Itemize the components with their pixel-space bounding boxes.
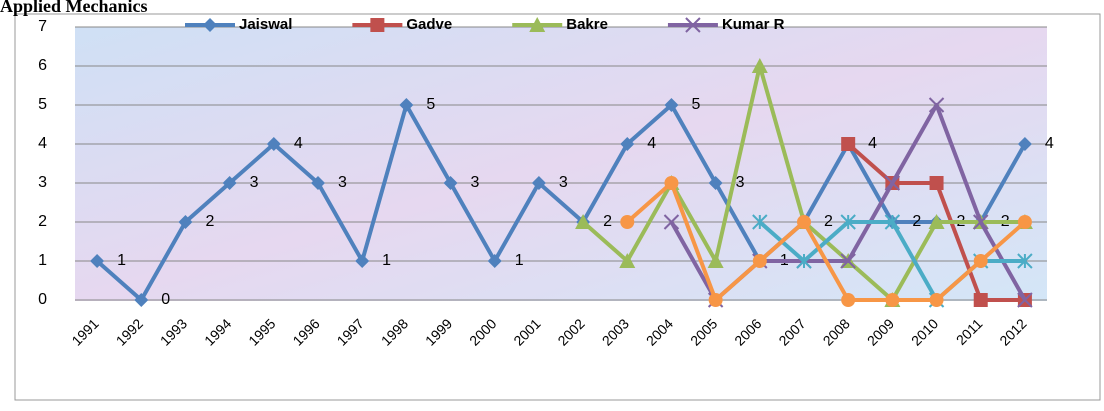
marker <box>752 254 767 268</box>
data-label: 5 <box>426 96 435 113</box>
marker <box>1017 215 1032 229</box>
data-label: 2 <box>912 213 921 230</box>
marker <box>928 214 945 229</box>
marker <box>443 176 458 190</box>
data-label: 3 <box>559 174 568 191</box>
marker <box>620 137 635 151</box>
y-tick-label: 3 <box>38 174 47 191</box>
data-label: 2 <box>603 213 612 230</box>
legend-marker <box>370 18 385 32</box>
y-tick-label: 2 <box>38 213 47 230</box>
data-label: 2 <box>824 213 833 230</box>
data-label: 0 <box>161 291 170 308</box>
y-tick-label: 5 <box>38 96 47 113</box>
marker <box>708 176 723 190</box>
legend-marker <box>203 18 217 32</box>
y-tick-label: 0 <box>38 291 47 308</box>
marker <box>178 215 193 229</box>
y-tick-label: 7 <box>38 18 47 35</box>
marker <box>973 214 989 230</box>
marker <box>1017 253 1033 269</box>
marker <box>619 253 636 268</box>
marker <box>751 58 768 73</box>
marker <box>840 214 856 230</box>
data-label: 3 <box>736 174 745 191</box>
y-tick-label: 6 <box>38 57 47 74</box>
marker <box>620 215 635 229</box>
marker <box>1017 137 1032 151</box>
marker <box>841 137 856 151</box>
data-label: 3 <box>338 174 347 191</box>
legend-label: Jaiswal <box>239 16 292 33</box>
marker <box>707 253 724 268</box>
y-tick-label: 1 <box>38 252 47 269</box>
marker <box>663 214 680 230</box>
data-label: 4 <box>294 135 303 152</box>
marker <box>797 215 811 229</box>
data-label: 4 <box>868 135 877 152</box>
marker <box>884 214 901 230</box>
marker <box>928 97 945 113</box>
chart-title: Applied Mechanics <box>0 0 148 16</box>
marker <box>708 293 723 307</box>
marker <box>973 254 988 268</box>
legend-label: Kumar R <box>722 16 785 33</box>
plot-area <box>75 27 1047 301</box>
data-label: 3 <box>471 174 480 191</box>
marker <box>222 176 237 190</box>
data-label: 4 <box>1045 135 1054 152</box>
marker <box>266 137 281 151</box>
marker <box>311 176 325 190</box>
marker <box>134 293 149 307</box>
legend-marker <box>529 17 546 32</box>
data-label: 1 <box>117 252 126 269</box>
marker <box>531 176 546 190</box>
series-line <box>625 181 1027 302</box>
data-label: 5 <box>691 96 700 113</box>
marker <box>929 293 944 307</box>
y-tick-label: 4 <box>38 135 47 152</box>
marker <box>841 293 856 307</box>
marker <box>664 176 679 190</box>
marker <box>840 253 856 269</box>
marker <box>355 254 370 268</box>
marker <box>575 214 592 229</box>
marker <box>664 98 679 112</box>
marker <box>399 98 414 112</box>
data-label: 4 <box>647 135 656 152</box>
marker <box>752 214 768 230</box>
marker <box>885 293 900 307</box>
data-label: 1 <box>382 252 391 269</box>
data-label: 1 <box>515 252 524 269</box>
legend-marker <box>685 17 701 33</box>
marker <box>1017 292 1033 308</box>
data-label: 2 <box>205 213 214 230</box>
series-line <box>95 103 1027 302</box>
marker <box>796 253 812 269</box>
legend-label: Bakre <box>566 16 608 33</box>
marker <box>884 175 901 191</box>
marker <box>487 254 502 268</box>
legend-label: Gadve <box>406 16 452 33</box>
marker <box>929 176 944 190</box>
marker <box>973 293 988 307</box>
data-label: 3 <box>250 174 259 191</box>
marker <box>90 254 105 268</box>
